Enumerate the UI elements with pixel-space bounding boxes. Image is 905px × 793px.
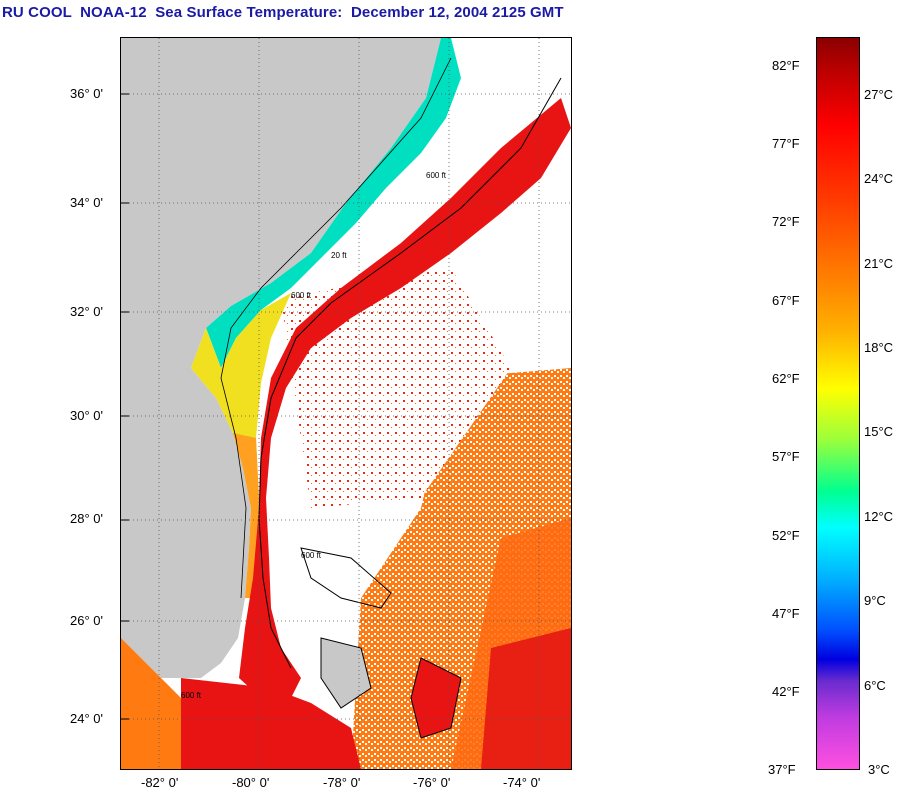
sst-map: 600 ft 600 ft 600 ft 20 ft 600 ft [120, 37, 572, 770]
depth-contour-20ft [220, 57, 452, 599]
florida-straits-water [181, 678, 361, 769]
lon-label: -74° 0' [503, 775, 541, 790]
gulf-of-mexico-water [121, 638, 181, 769]
land-mass [121, 38, 441, 678]
colorbar-c-label: 12°C [864, 509, 894, 524]
map-title: RU COOL NOAA-12 Sea Surface Temperature:… [2, 4, 564, 21]
shelf-water-florida [233, 433, 261, 598]
shelf-water-south [191, 293, 291, 508]
bahamas-bank-south [410, 657, 462, 739]
colorbar-f-label: 67°F [772, 293, 800, 308]
warm-water-southeast [481, 628, 571, 769]
colorbar-c-label: 21°C [864, 256, 894, 271]
lat-label: 30° 0' [70, 408, 103, 423]
bahamas-bank-contour [300, 547, 392, 609]
lat-lon-grid [121, 38, 571, 769]
colorbar-f-label: 77°F [772, 136, 800, 151]
temperature-colorbar [816, 37, 860, 770]
contour-label: 600 ft [301, 551, 322, 560]
contour-label: 600 ft [426, 171, 447, 180]
colorbar-f-label: 47°F [772, 606, 800, 621]
bahamas-island [320, 637, 372, 709]
cloud-speckle-region [281, 268, 511, 508]
lat-label: 32° 0' [70, 304, 103, 319]
lon-label: -78° 0' [323, 775, 361, 790]
cool-shelf-water [206, 38, 461, 368]
colorbar-f-label: 82°F [772, 58, 800, 73]
colorbar-c-label: 9°C [864, 593, 886, 608]
depth-contour-600ft [258, 77, 562, 669]
lon-label: -82° 0' [141, 775, 179, 790]
lat-label: 36° 0' [70, 86, 103, 101]
colorbar-c-label: 15°C [864, 424, 894, 439]
lat-label: 28° 0' [70, 511, 103, 526]
sst-map-graphic: 600 ft 600 ft 600 ft 20 ft 600 ft [121, 38, 571, 769]
colorbar-c-label: 3°C [868, 762, 890, 777]
colorbar-f-label: 37°F [768, 762, 796, 777]
lat-ticks [121, 93, 129, 720]
lat-label: 34° 0' [70, 195, 103, 210]
gulf-stream [239, 98, 571, 698]
colorbar-f-label: 62°F [772, 371, 800, 386]
lat-label: 26° 0' [70, 613, 103, 628]
colorbar-f-label: 52°F [772, 528, 800, 543]
colorbar-f-label: 57°F [772, 449, 800, 464]
contour-label: 600 ft [291, 291, 312, 300]
lon-label: -80° 0' [232, 775, 270, 790]
contour-label: 20 ft [331, 251, 347, 260]
colorbar-f-label: 42°F [772, 684, 800, 699]
colorbar-f-label: 72°F [772, 214, 800, 229]
contour-label: 600 ft [181, 691, 202, 700]
lat-label: 24° 0' [70, 711, 103, 726]
colorbar-c-label: 6°C [864, 678, 886, 693]
colorbar-c-label: 24°C [864, 171, 894, 186]
colorbar-c-label: 27°C [864, 87, 894, 102]
colorbar-c-label: 18°C [864, 340, 894, 355]
lon-label: -76° 0' [413, 775, 451, 790]
